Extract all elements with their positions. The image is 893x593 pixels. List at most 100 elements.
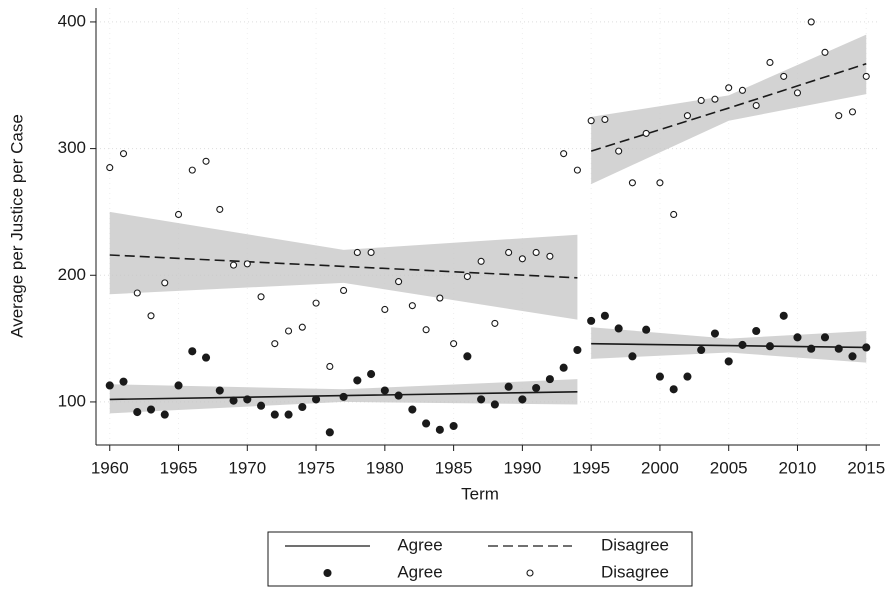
data-point: [848, 352, 857, 361]
x-tick-label: 2015: [847, 458, 885, 477]
x-tick-label: 1985: [435, 458, 473, 477]
x-tick-label: 1960: [91, 458, 129, 477]
data-point: [436, 294, 444, 302]
data-point: [188, 166, 196, 174]
data-point: [174, 381, 183, 390]
data-point: [298, 323, 306, 331]
data-point: [669, 385, 678, 394]
legend-marker: [526, 569, 534, 577]
data-point: [312, 299, 320, 307]
data-point: [106, 164, 114, 172]
data-point: [285, 327, 293, 335]
data-point: [628, 352, 637, 361]
data-point: [766, 58, 774, 67]
data-point: [202, 157, 210, 165]
x-tick-label: 1975: [297, 458, 335, 477]
fit-line: [109, 254, 578, 279]
data-point: [449, 421, 458, 431]
data-point: [862, 72, 870, 80]
x-tick-label: 1990: [503, 458, 541, 477]
data-point: [738, 340, 747, 349]
data-point: [545, 375, 554, 384]
data-point: [807, 18, 815, 26]
data-point: [656, 179, 664, 187]
data-point: [284, 410, 293, 419]
data-point: [642, 129, 650, 137]
data-point: [119, 150, 128, 158]
data-point: [518, 255, 526, 263]
data-point: [243, 395, 252, 404]
data-point: [312, 395, 321, 404]
data-point: [752, 326, 761, 336]
data-point: [408, 405, 417, 414]
x-tick-label: 2000: [641, 458, 679, 477]
data-point: [271, 340, 279, 348]
data-point: [615, 147, 623, 155]
data-point: [683, 112, 691, 120]
x-tick-label: 1965: [160, 458, 198, 477]
data-point: [422, 326, 430, 334]
data-point: [573, 166, 581, 174]
data-point: [752, 101, 760, 110]
data-point: [725, 84, 733, 92]
data-point: [780, 72, 788, 80]
data-point: [477, 395, 486, 404]
data-point: [353, 248, 361, 257]
data-point: [326, 362, 334, 371]
data-point: [793, 89, 802, 97]
data-point: [710, 329, 719, 338]
data-point: [257, 401, 266, 410]
data-point: [765, 342, 775, 351]
y-tick-label: 200: [58, 265, 86, 284]
data-point: [655, 372, 664, 381]
data-point: [532, 248, 540, 257]
data-point: [229, 261, 238, 269]
data-point: [504, 382, 513, 391]
data-point: [367, 248, 375, 257]
x-tick-label: 2005: [710, 458, 748, 477]
data-point: [243, 260, 251, 268]
data-point: [339, 392, 348, 401]
data-point: [834, 344, 843, 353]
data-point: [601, 115, 609, 124]
data-point: [848, 108, 857, 116]
data-point: [697, 345, 706, 355]
x-tick-label: 1980: [366, 458, 404, 477]
fit-line: [591, 342, 867, 349]
data-point: [463, 352, 472, 361]
data-point: [133, 289, 141, 297]
data-point: [683, 372, 692, 381]
data-point: [381, 305, 389, 314]
data-point: [174, 210, 183, 219]
data-point: [628, 179, 636, 187]
data-point: [490, 400, 499, 409]
data-point: [642, 325, 651, 334]
data-point: [807, 344, 816, 353]
data-point: [463, 272, 471, 281]
legend-marker: [323, 568, 332, 578]
data-point: [395, 278, 403, 286]
x-axis-label: Term: [461, 484, 499, 503]
legend-label: Disagree: [601, 562, 669, 581]
data-point: [161, 279, 169, 287]
y-axis-label: Average per Justice per Case: [7, 114, 26, 338]
fit-line: [590, 62, 867, 152]
legend-label: Agree: [397, 562, 442, 581]
y-tick-label: 300: [58, 138, 86, 157]
data-point: [216, 205, 224, 213]
data-point: [697, 96, 705, 105]
data-point: [270, 410, 279, 419]
y-tick-label: 400: [58, 11, 86, 30]
data-point: [518, 395, 527, 404]
data-point: [340, 286, 348, 295]
data-point: [105, 381, 114, 390]
data-point: [587, 117, 595, 125]
legend-box: [267, 531, 693, 587]
data-point: [422, 419, 431, 428]
data-point: [560, 150, 568, 158]
data-point: [298, 402, 307, 412]
data-point: [532, 383, 541, 393]
x-tick-label: 1995: [572, 458, 610, 477]
data-point: [257, 293, 265, 301]
data-point: [821, 48, 829, 56]
